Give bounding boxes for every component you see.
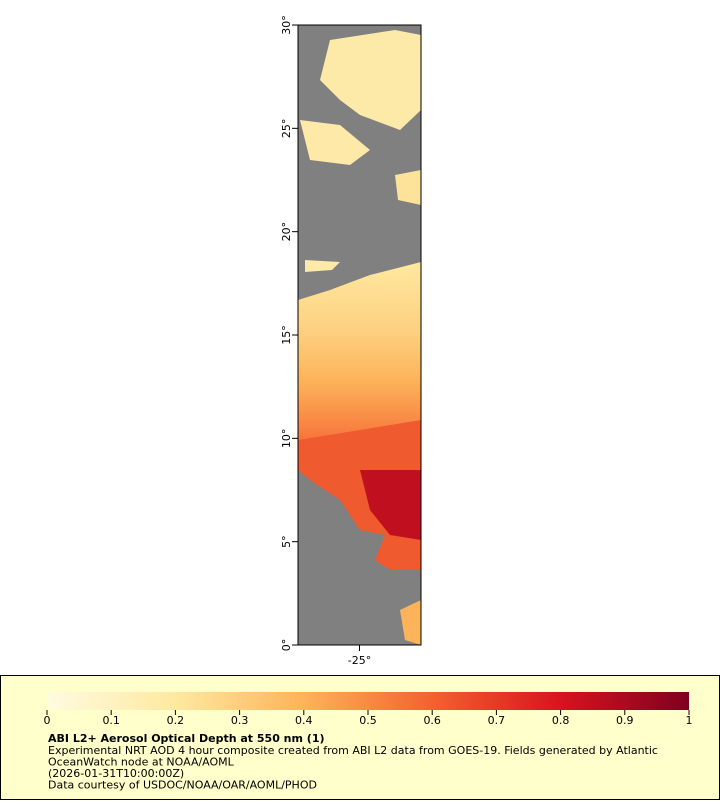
colorbar-tick-label: 0.6: [423, 714, 441, 727]
lat-tick-label: 20°: [280, 222, 293, 242]
legend-line: Experimental NRT AOD 4 hour composite cr…: [48, 744, 658, 757]
colorbar-tick-label: 0.7: [488, 714, 506, 727]
colorbar-tick-label: 0.4: [295, 714, 313, 727]
colorbar-tick-label: 0.9: [616, 714, 634, 727]
legend-line: OceanWatch node at NOAA/AOML: [48, 756, 235, 769]
legend-title: ABI L2+ Aerosol Optical Depth at 550 nm …: [48, 732, 325, 745]
lat-tick-label: 15°: [280, 325, 293, 345]
colorbar-tick-label: 0.5: [359, 714, 377, 727]
legend-line: Data courtesy of USDOC/NOAA/OAR/AOML/PHO…: [48, 779, 317, 792]
colorbar-tick-label: 1: [686, 714, 693, 727]
legend-line: (2026-01-31T10:00:00Z): [48, 767, 184, 780]
lat-tick-label: 10°: [280, 429, 293, 449]
colorbar: [47, 692, 689, 710]
lat-tick-label: 30°: [280, 15, 293, 35]
lat-tick-label: 0°: [280, 639, 293, 652]
colorbar-tick-label: 0.1: [102, 714, 120, 727]
colorbar-tick-label: 0: [44, 714, 51, 727]
colorbar-tick-label: 0.2: [167, 714, 185, 727]
map-image: [298, 25, 421, 645]
colorbar-tick-label: 0.3: [231, 714, 249, 727]
lat-tick-label: 25°: [280, 119, 293, 139]
lat-tick-label: 5°: [280, 535, 293, 548]
lon-tick-label: -25°: [348, 654, 371, 667]
colorbar-tick-label: 0.8: [552, 714, 570, 727]
